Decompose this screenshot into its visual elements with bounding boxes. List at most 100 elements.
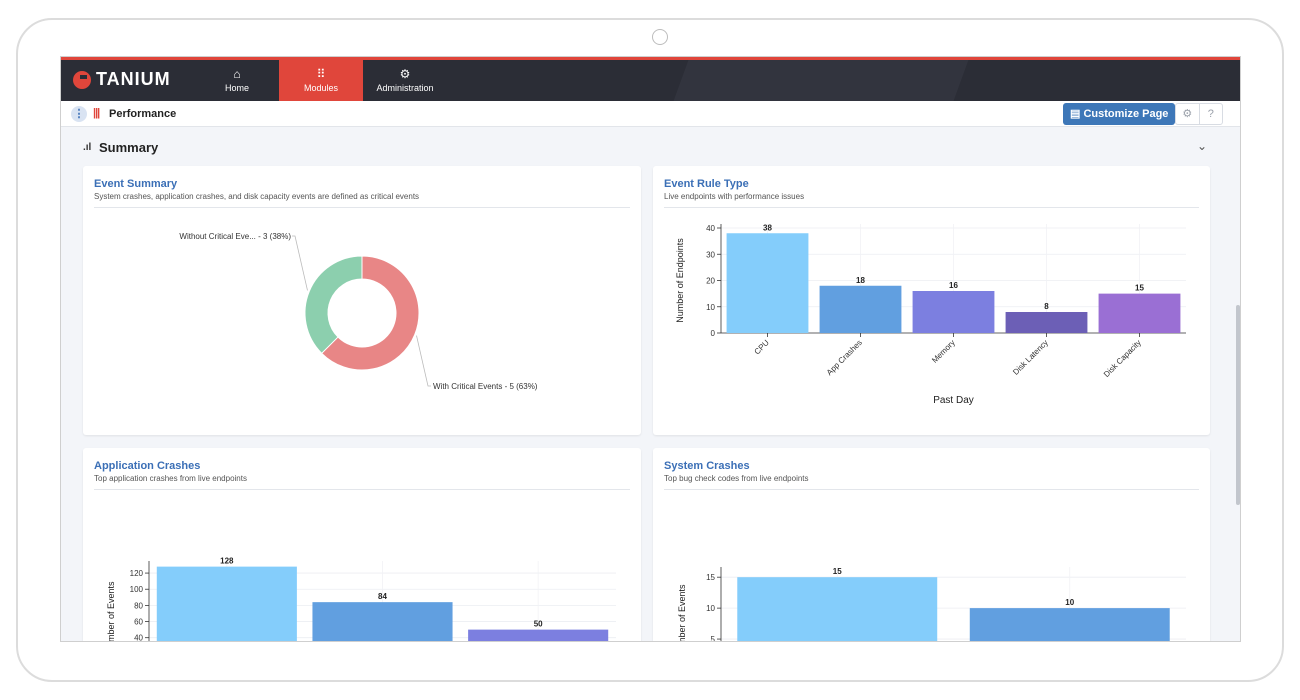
donut-slice [304,255,363,355]
nav-administration-label: Administration [376,83,434,93]
card-title[interactable]: Event Summary [94,178,178,190]
app-screen: TANIUM ⌂ Home ⠿ Modules ⚙ Administration… [60,56,1241,642]
customize-icon: ▤ [1070,108,1084,120]
bar-chart-icon: .ıl [83,142,92,153]
scrollbar-thumb[interactable] [1236,305,1240,505]
y-tick-label: 0 [711,329,716,338]
customize-page-label: Customize Page [1083,108,1169,120]
y-tick-label: 10 [706,604,715,613]
bar [912,291,995,333]
slice-leader-line [416,335,431,387]
event-summary-card: Event Summary System crashes, applicatio… [83,166,641,435]
bar [737,577,938,641]
summary-title: Summary [99,140,159,155]
system-crashes-bar-chart: 051015150x0000019c100x00000052Number of … [677,567,1186,642]
bar [1098,293,1181,333]
help-icon[interactable]: ? [1207,108,1214,120]
y-tick-label: 10 [706,303,715,312]
x-tick-label: Memory [930,338,957,365]
performance-icon: ||| [93,107,100,119]
application-crashes-bar-chart: 020406080100120128App.exe84Chrome50Firef… [106,557,616,642]
card-divider [664,207,1199,208]
nav-modules-label: Modules [303,83,339,93]
logo-text: TANIUM [96,69,171,89]
camera-icon [652,29,668,45]
y-tick-label: 60 [134,618,143,627]
card-title[interactable]: System Crashes [664,460,750,472]
y-axis-label: Number of Endpoints [675,238,685,323]
x-tick-label: Disk Latency [1011,338,1050,377]
y-tick-label: 20 [706,277,715,286]
gears-icon: ⚙ [399,67,411,81]
event-rule-type-card: Event Rule Type Live endpoints with perf… [653,166,1210,435]
card-subtitle: System crashes, application crashes, and… [94,192,420,201]
chevron-down-icon[interactable]: ⌄ [1197,139,1208,153]
card-subtitle: Top application crashes from live endpoi… [94,474,247,483]
nav-modules[interactable]: ⠿ Modules [279,60,363,101]
y-axis-label: Number of Events [106,581,116,642]
module-menu-button[interactable]: ⋮ [71,106,87,122]
system-crashes-card: System Crashes Top bug check codes from … [653,448,1210,642]
bar [156,566,297,641]
bar-value-label: 16 [949,281,958,290]
bar-value-label: 18 [856,276,865,285]
card-divider [664,489,1199,490]
bar-value-label: 50 [534,620,543,629]
y-tick-label: 15 [706,573,715,582]
top-nav-bar: TANIUM ⌂ Home ⠿ Modules ⚙ Administration [61,60,1240,101]
x-tick-label: Disk Capacity [1102,338,1143,379]
donut-slice [320,255,420,371]
y-tick-label: 120 [130,569,144,578]
card-subtitle: Top bug check codes from live endpoints [664,474,809,483]
module-header: ⋮ ||| Performance ▤ Customize Page ⚙ ? [61,101,1240,127]
nav-decoration [673,60,969,101]
x-tick-label: App Crashes [825,338,864,377]
card-title[interactable]: Event Rule Type [664,178,749,190]
application-crashes-card: Application Crashes Top application cras… [83,448,641,642]
nav-home[interactable]: ⌂ Home [195,60,279,101]
y-tick-label: 100 [130,585,144,594]
y-tick-label: 40 [134,634,143,642]
nav-home-label: Home [224,83,249,93]
settings-icon[interactable]: ⚙ [1176,104,1200,124]
bar-value-label: 15 [833,567,842,576]
bar-value-label: 128 [220,557,234,566]
x-axis-label: Past Day [933,395,974,406]
bar-value-label: 15 [1135,284,1144,293]
bar-value-label: 38 [763,223,772,232]
y-tick-label: 80 [134,601,143,610]
tanium-logo[interactable]: TANIUM [73,69,171,90]
y-tick-label: 30 [706,250,715,259]
card-subtitle: Live endpoints with performance issues [664,192,805,201]
accent-line [61,57,1240,60]
slice-label: Without Critical Eve... - 3 (38%) [179,232,291,241]
bar [468,629,609,641]
nav-administration[interactable]: ⚙ Administration [363,60,447,101]
bar-value-label: 8 [1044,302,1049,311]
home-icon: ⌂ [233,67,241,81]
y-tick-label: 5 [711,635,716,642]
y-axis-label: Number of Events [677,584,687,642]
bar [1005,312,1088,333]
bar-value-label: 84 [378,592,387,601]
x-tick-label: CPU [753,338,771,356]
card-title[interactable]: Application Crashes [94,460,201,472]
summary-section-header[interactable]: .ıl Summary ⌄ [71,135,1221,161]
bar [969,608,1170,641]
event-rule-type-bar-chart: 0 10 20 30 40 38 CPU 18 App Crashes 16 Memory 8 Disk… [675,223,1186,406]
bar-value-label: 10 [1065,598,1074,607]
card-divider [94,489,630,490]
event-summary-donut-chart: With Critical Events - 5 (63%) Without Cr… [179,232,538,391]
bar [726,233,809,333]
toolbar-buttons: ⚙ ? [1175,103,1223,125]
bar [312,602,453,641]
slice-leader-line [292,235,308,291]
bar [819,285,902,333]
page-title: Performance [109,108,177,120]
grid-icon: ⠿ [316,67,326,81]
customize-page-button[interactable]: ▤ Customize Page [1063,103,1176,125]
tanium-logo-icon [73,70,91,89]
y-tick-label: 40 [706,224,715,233]
card-divider [94,207,630,208]
slice-label: With Critical Events - 5 (63%) [433,382,538,391]
